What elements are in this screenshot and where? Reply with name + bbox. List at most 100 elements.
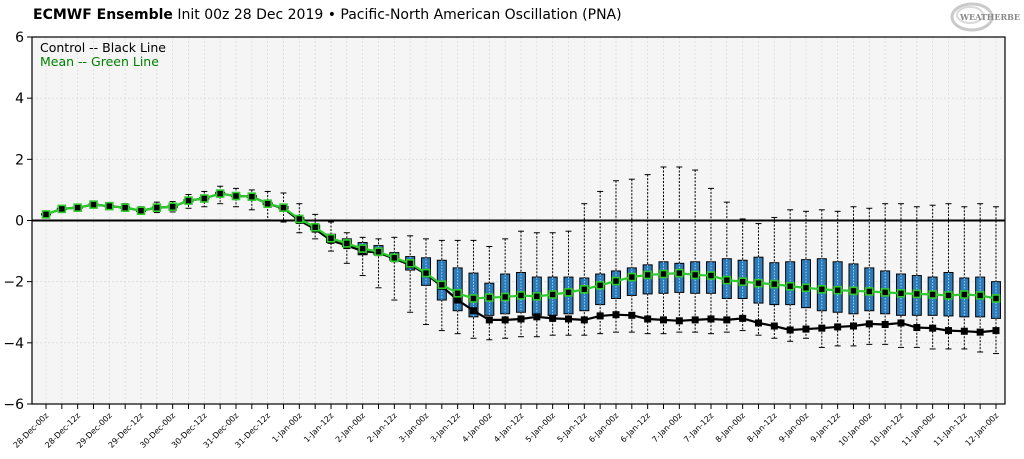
x-tick-label: 9-Jan-12z: [809, 411, 842, 444]
mean-point: [374, 247, 383, 256]
control-point: [834, 323, 842, 331]
control-point: [644, 315, 652, 323]
mean-point: [675, 268, 684, 278]
mean-point: [73, 203, 82, 212]
box: [816, 258, 827, 312]
mean-point: [548, 290, 557, 299]
control-point: [596, 312, 604, 320]
control-point: [849, 322, 857, 330]
mean-point: [611, 276, 621, 286]
control-point: [913, 324, 921, 332]
box-whisker: [816, 209, 827, 348]
mean-point: [200, 194, 209, 203]
mean-point: [326, 233, 336, 243]
mean-point: [57, 204, 67, 214]
x-tick-label: 3-Jan-00z: [397, 411, 430, 444]
mean-point: [817, 285, 827, 294]
control-point: [992, 327, 1000, 335]
mean-point: [595, 281, 605, 290]
control-point: [897, 319, 905, 327]
x-tick-label: 2-Jan-00z: [334, 411, 367, 444]
mean-point: [532, 292, 542, 301]
control-point: [754, 319, 762, 327]
control-point: [501, 316, 509, 324]
control-point: [549, 314, 557, 322]
chart-title: ECMWF Ensemble Init 00z 28 Dec 2019 • Pa…: [33, 7, 622, 23]
mean-point: [390, 253, 399, 263]
mean-point: [358, 244, 367, 253]
mean-point: [785, 281, 795, 291]
x-tick-label: 2-Jan-12z: [365, 411, 398, 444]
mean-point: [469, 294, 478, 303]
mean-point: [754, 278, 763, 288]
x-tick-label: 12-Jan-00z: [964, 411, 1001, 448]
mean-point: [421, 268, 431, 278]
x-tick-label: 5-Jan-12z: [555, 411, 588, 444]
chart-title-subtitle: Init 00z 28 Dec 2019 • Pacific-North Ame…: [177, 7, 622, 23]
mean-point: [706, 271, 716, 280]
mean-point: [960, 290, 969, 299]
x-tick-label: 4-Jan-12z: [492, 411, 525, 444]
weatherbell-logo: WEATHERBELL: [950, 2, 1020, 32]
mean-point: [564, 288, 573, 297]
control-point: [517, 315, 525, 323]
mean-point: [690, 270, 700, 280]
mean-point: [643, 270, 652, 280]
mean-point: [120, 203, 130, 212]
mean-point: [405, 259, 415, 268]
x-tick-label: 1-Jan-00z: [270, 411, 303, 444]
legend-mean: Mean -- Green Line: [40, 54, 159, 69]
mean-point: [41, 210, 51, 219]
chart-title-model: ECMWF Ensemble: [33, 7, 173, 23]
y-tick-label: 2: [15, 152, 24, 168]
mean-point: [342, 239, 352, 248]
y-tick-label: −2: [3, 275, 24, 291]
control-point: [612, 311, 620, 319]
x-tick-label: 7-Jan-12z: [682, 411, 715, 444]
legend-control: Control -- Black Line: [40, 40, 166, 55]
mean-point: [136, 206, 146, 216]
mean-point: [849, 286, 858, 296]
x-tick-label: 6-Jan-00z: [587, 411, 620, 444]
mean-point: [627, 272, 637, 282]
control-point: [802, 325, 810, 333]
box-whisker: [579, 203, 590, 336]
mean-point: [896, 288, 906, 298]
y-tick-label: 4: [15, 91, 24, 107]
mean-point: [516, 291, 526, 300]
control-point: [580, 316, 588, 324]
y-tick-label: 0: [15, 214, 24, 230]
control-point: [976, 328, 984, 336]
mean-point: [89, 200, 98, 209]
mean-point: [975, 291, 985, 300]
mean-point: [437, 280, 447, 290]
mean-point: [833, 285, 842, 295]
logo-text: WEATHERBELL: [959, 12, 1020, 22]
mean-point: [295, 214, 304, 224]
mean-point: [215, 189, 225, 198]
control-point: [960, 327, 968, 335]
box-whisker: [626, 178, 637, 333]
mean-point: [801, 283, 811, 293]
x-tick-label: 4-Jan-00z: [460, 411, 493, 444]
control-point: [454, 296, 462, 304]
control-point: [533, 313, 541, 321]
control-point: [739, 314, 747, 322]
control-point: [929, 324, 937, 332]
mean-point: [659, 269, 668, 279]
control-point: [723, 316, 731, 324]
mean-point: [485, 293, 494, 302]
mean-point: [231, 191, 241, 201]
control-point: [865, 320, 873, 328]
mean-point: [184, 196, 193, 205]
x-tick-label: 3-Jan-12z: [429, 411, 462, 444]
mean-point: [928, 290, 937, 299]
mean-point: [310, 222, 320, 232]
mean-point: [152, 203, 162, 212]
mean-point: [453, 288, 462, 298]
mean-point: [580, 285, 589, 294]
mean-point: [738, 277, 747, 286]
control-point: [675, 317, 683, 325]
x-tick-label: 6-Jan-12z: [619, 411, 652, 444]
